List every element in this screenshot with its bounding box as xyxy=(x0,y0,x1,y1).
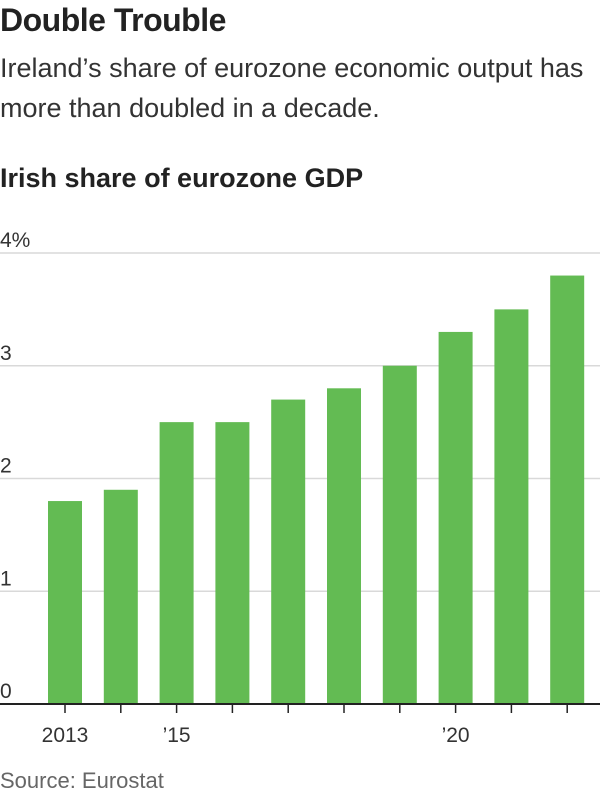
y-tick-label-2: 2 xyxy=(0,455,12,478)
bars xyxy=(48,275,585,704)
bar-2017 xyxy=(271,399,306,704)
bar-2019 xyxy=(382,365,417,704)
y-tick-label-3: 3 xyxy=(0,342,12,365)
x-tick-label-2013: 2013 xyxy=(42,724,89,747)
y-tick-label-4: 4% xyxy=(0,229,30,252)
bar-2016 xyxy=(215,422,250,704)
x-tick-label-2015: ’15 xyxy=(163,724,191,747)
bar-2018 xyxy=(327,388,361,704)
y-axis-labels: 0 1 2 3 4% xyxy=(0,229,30,703)
y-tick-label-1: 1 xyxy=(0,567,12,590)
x-axis xyxy=(0,703,600,713)
x-axis-labels: 2013 ’15 ’20 xyxy=(42,724,470,747)
chart-headline: Double Trouble xyxy=(0,2,226,38)
bar-2021 xyxy=(494,309,529,704)
bar-2014 xyxy=(103,489,138,704)
y-tick-label-0: 0 xyxy=(0,680,12,703)
source-note: Source: Eurostat xyxy=(0,768,164,793)
bar-2020 xyxy=(438,331,473,704)
chart-title: Irish share of eurozone GDP xyxy=(0,163,364,193)
bar-2013 xyxy=(48,501,82,704)
bar-2015 xyxy=(159,422,194,704)
chart-subtitle: Ireland’s share of eurozone economic out… xyxy=(0,53,584,123)
bar-2022 xyxy=(550,275,585,704)
x-tick-label-2020: ’20 xyxy=(442,724,470,747)
